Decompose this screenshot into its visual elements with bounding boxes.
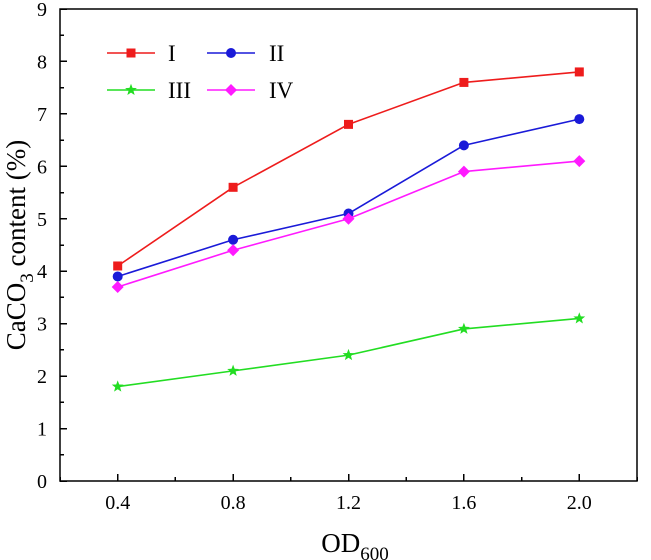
x-axis-label: OD600	[321, 528, 389, 560]
data-point	[459, 77, 469, 87]
y-tick-label: 1	[37, 419, 47, 441]
y-tick-label: 0	[37, 471, 47, 493]
x-tick-label: 2.0	[567, 492, 592, 514]
legend-label: II	[269, 41, 284, 66]
x-axis-label-main: OD	[321, 528, 360, 558]
series-iii	[111, 312, 586, 392]
legend-label: III	[168, 78, 191, 103]
data-point	[574, 114, 585, 125]
y-tick-label: 8	[37, 51, 47, 73]
data-point	[342, 348, 355, 361]
y-axis-ticks: 0 1 2 3 4 5 6 7 8 9	[37, 0, 67, 493]
data-point	[573, 155, 586, 168]
x-tick-label: 0.4	[105, 492, 130, 514]
data-point	[344, 119, 353, 129]
legend-item-iv: IV	[207, 78, 294, 103]
legend-item-ii: II	[207, 41, 284, 66]
series-layer	[111, 67, 586, 392]
x-tick-label: 1.6	[451, 492, 476, 514]
x-tick-label: 1.2	[336, 492, 361, 514]
y-axis-label-subscript: 3	[17, 273, 38, 283]
y-axis-label-post: content (%)	[1, 140, 31, 273]
plot-frame	[59, 8, 638, 482]
series-ii	[112, 114, 585, 282]
data-point	[111, 380, 124, 392]
legend-marker	[126, 48, 136, 58]
data-point	[458, 322, 470, 334]
y-tick-label: 5	[37, 209, 47, 231]
series-i	[113, 67, 584, 271]
data-point	[342, 212, 355, 225]
y-tick-label: 7	[37, 104, 47, 126]
data-point	[112, 271, 123, 282]
legend-item-iii: III	[107, 78, 191, 103]
legend-marker	[125, 83, 137, 96]
series-iv	[111, 155, 586, 293]
y-tick-label: 6	[37, 156, 47, 178]
y-axis-label-main: CaCO	[1, 283, 31, 351]
data-point	[458, 140, 469, 151]
y-tick-label: 9	[37, 0, 47, 21]
data-point	[227, 244, 240, 257]
data-point	[574, 67, 584, 77]
y-tick-label: 3	[37, 314, 47, 336]
data-point	[113, 261, 123, 271]
data-point	[573, 312, 586, 324]
data-point	[227, 364, 239, 376]
legend-item-i: I	[107, 41, 176, 66]
data-point	[228, 234, 239, 245]
y-axis-label: CaCO3 content (%)	[1, 140, 38, 350]
y-tick-label: 2	[37, 366, 47, 388]
legend-label: IV	[269, 78, 294, 103]
legend-marker	[226, 48, 236, 58]
series-line-ii	[116, 118, 581, 278]
data-point	[457, 165, 470, 178]
x-axis-ticks: 0.4 0.8 1.2 1.6 2.0	[59, 474, 638, 514]
x-axis-label-subscript: 600	[360, 544, 389, 560]
data-point	[111, 280, 124, 293]
x-tick-label: 0.8	[221, 492, 246, 514]
legend-label: I	[168, 41, 176, 66]
data-point	[228, 182, 238, 192]
y-tick-label: 4	[37, 261, 47, 283]
legend-marker	[225, 84, 237, 96]
